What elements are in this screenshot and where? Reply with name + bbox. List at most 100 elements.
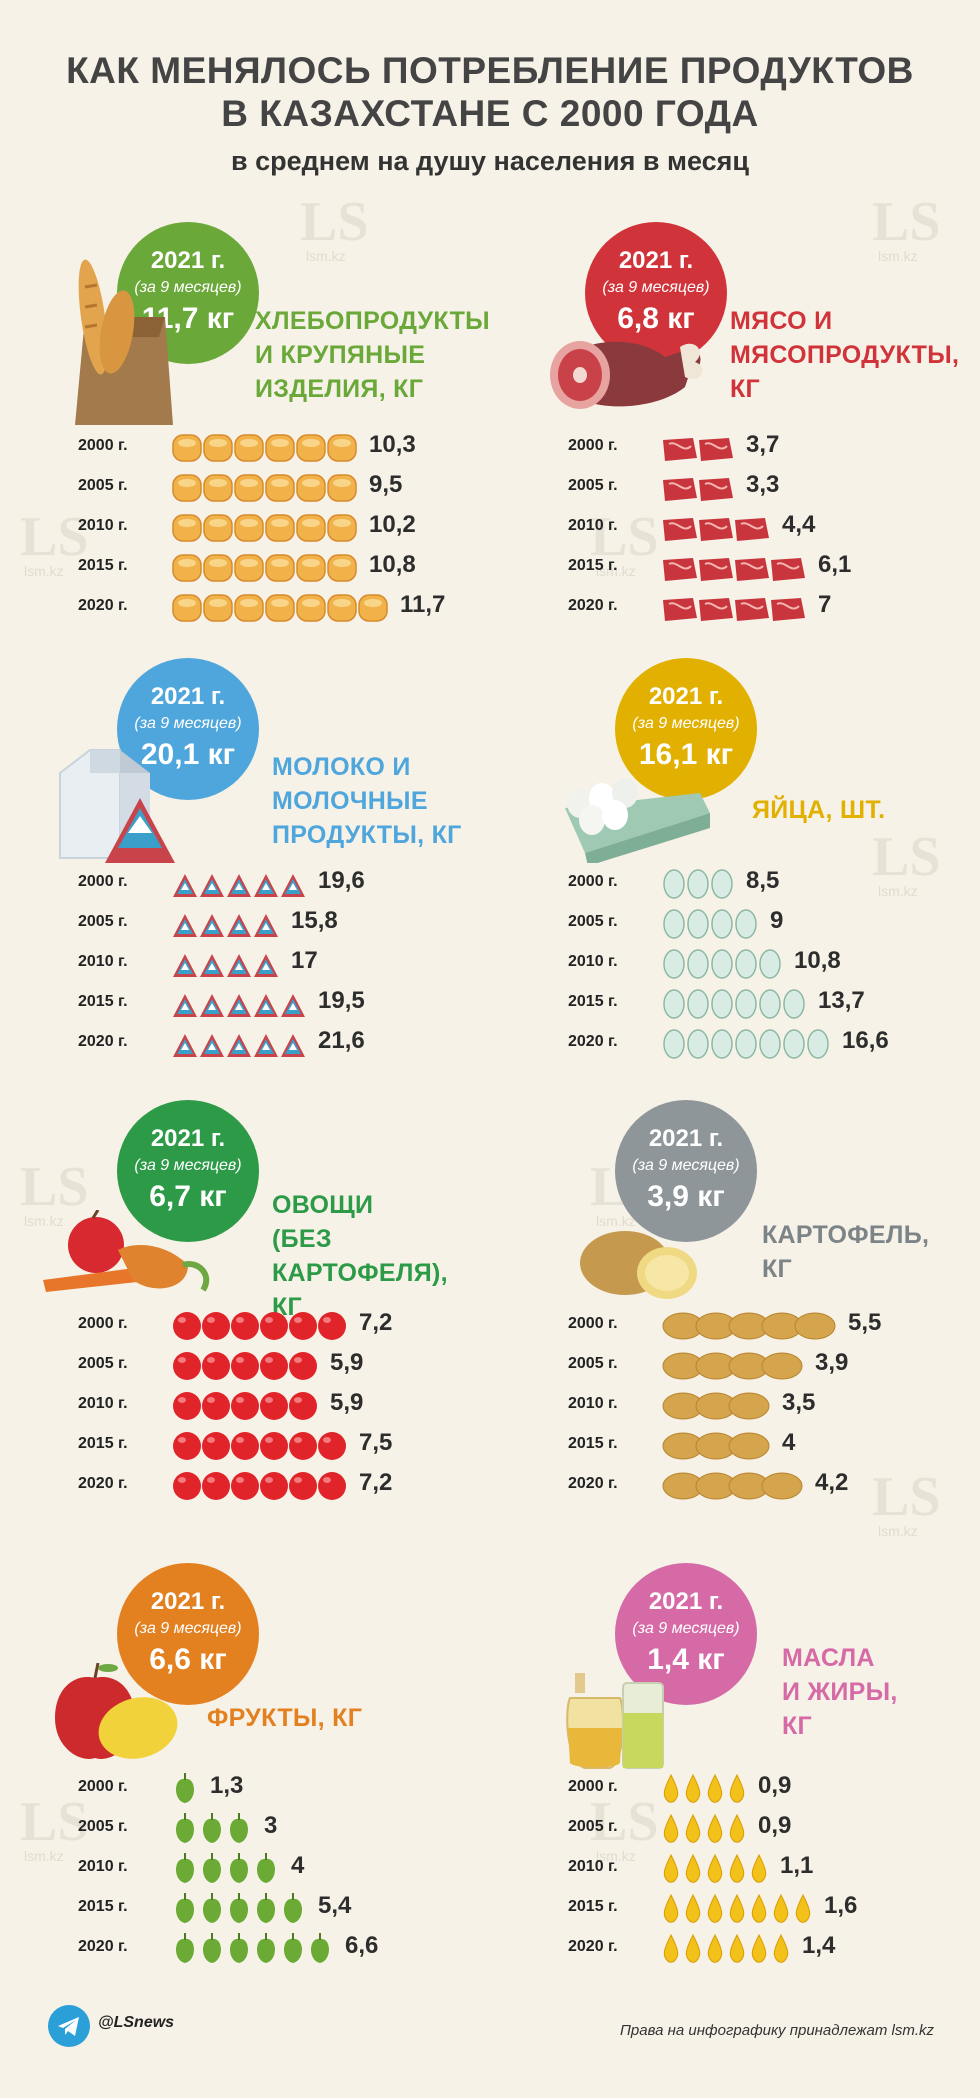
panel-eggs: 2021 г. (за 9 месяцев) 16,1 кг ЯЙЦА, ШТ.… [490, 658, 980, 1108]
oil-drop-icon-row [663, 1853, 767, 1883]
value-label: 7,2 [359, 1309, 393, 1336]
bread-mark [203, 594, 233, 622]
bread-mark [327, 594, 357, 622]
potato-icon-row [662, 1472, 803, 1500]
value-label: 13,7 [818, 987, 865, 1014]
fruits-mark [257, 1933, 275, 1963]
row-2005: 2005 г. 0,9 [490, 1808, 980, 1848]
year-label: 2010 г. [78, 953, 128, 970]
badge-year: 2021 г. [648, 683, 724, 710]
milk-mark [281, 1034, 305, 1057]
panel-bread: 2021 г. (за 9 месяцев) 11,7 кг ХЛЕБОПРОД… [0, 222, 490, 672]
value-label: 4 [782, 1429, 796, 1456]
subtitle: в среднем на душу населения в месяц [231, 146, 749, 176]
value-label: 10,3 [369, 431, 416, 458]
badge-note: (за 9 месяцев) [134, 279, 242, 296]
value-label: 10,2 [369, 511, 416, 538]
year-label: 2000 г. [78, 1778, 128, 1795]
rows: 2000 г. 8,5 2005 г. 9 2010 г. 10,8 2015 г. 13,7… [490, 863, 980, 1083]
vegetables-mark [231, 1352, 259, 1380]
milk-carton-icon-row [173, 914, 278, 937]
row-2015: 2015 г. 6,1 [490, 547, 980, 587]
vegetables-mark [173, 1352, 201, 1380]
year-label: 2005 г. [568, 1818, 618, 1835]
meat-steak-icon-row [663, 558, 805, 581]
oils-mark [751, 1933, 767, 1963]
value-label: 0,9 [758, 1772, 792, 1799]
fruits-mark [230, 1813, 248, 1843]
potato-icon-row [662, 1432, 770, 1460]
bread-mark [203, 554, 233, 582]
year-label: 2020 г. [568, 1033, 618, 1050]
year-label: 2010 г. [568, 953, 618, 970]
badge-year: 2021 г. [150, 247, 226, 274]
vegetables-mark [173, 1432, 201, 1460]
row-2000: 2000 г. 8,5 [490, 863, 980, 903]
telegram-icon[interactable] [48, 2005, 90, 2047]
badge-2021: 2021 г. (за 9 месяцев) 1,4 кг [615, 1563, 757, 1705]
eggs-mark [687, 869, 709, 899]
year-label: 2010 г. [568, 517, 618, 534]
watermark-site: lsm.kz [878, 1523, 918, 1539]
row-2010: 2010 г. 10,2 [0, 507, 490, 547]
year-label: 2000 г. [568, 1315, 618, 1332]
watermark-site: lsm.kz [24, 1213, 64, 1229]
potato-icon-row [662, 1352, 803, 1380]
oils-mark [795, 1893, 811, 1923]
eggs-mark [687, 989, 709, 1019]
bread-mark [265, 474, 295, 502]
green-apple-icon-row [176, 1893, 302, 1923]
bread-mark [203, 474, 233, 502]
row-2010: 2010 г. 4 [0, 1848, 490, 1888]
badge-2021: 2021 г. (за 9 месяцев) 16,1 кг [615, 658, 757, 800]
value-label: 7,2 [359, 1469, 393, 1496]
category-title: МОЛОКО И МОЛОЧНЫЕ ПРОДУКТЫ, КГ [272, 753, 462, 849]
milk-mark [254, 914, 278, 937]
row-2000: 2000 г. 3,7 [490, 427, 980, 467]
badge-note: (за 9 месяцев) [134, 1157, 242, 1174]
value-label: 9 [770, 907, 784, 934]
eggs-mark [687, 1029, 709, 1059]
egg-icon-row [663, 1029, 829, 1059]
value-label: 5,9 [330, 1389, 364, 1416]
meat-mark [699, 598, 733, 621]
tomato-icon-row [173, 1432, 346, 1460]
milk-carton-icon-row [173, 954, 278, 977]
rows: 2000 г. 0,9 2005 г. 0,9 2010 г. 1,1 2015 г. 1,6… [490, 1768, 980, 1988]
vegetables-mark [202, 1312, 230, 1340]
watermark-site: lsm.kz [24, 563, 64, 579]
oils-mark [773, 1893, 789, 1923]
year-label: 2020 г. [568, 1475, 618, 1492]
tomato-icon-row [173, 1472, 346, 1500]
year-label: 2020 г. [78, 597, 128, 614]
potato-mark [761, 1472, 803, 1500]
category-title: ХЛЕБОПРОДУКТЫ И КРУПЯНЫЕ ИЗДЕЛИЯ, КГ [255, 307, 490, 403]
oils-mark [729, 1853, 745, 1883]
year-label: 2015 г. [568, 1898, 618, 1915]
year-label: 2005 г. [568, 913, 618, 930]
meat-mark [771, 598, 805, 621]
value-label: 3 [264, 1812, 278, 1839]
year-label: 2015 г. [568, 557, 618, 574]
bread-mark [265, 434, 295, 462]
badge-2021: 2021 г. (за 9 месяцев) 6,8 кг [585, 222, 727, 364]
vegetables-mark [260, 1312, 288, 1340]
milk-mark [254, 874, 278, 897]
milk-mark [200, 1034, 224, 1057]
telegram-handle[interactable]: @LSnews [98, 2014, 175, 2031]
fruits-mark [203, 1893, 221, 1923]
eggs-mark [663, 949, 685, 979]
bread-mark [296, 434, 326, 462]
bread-mark [296, 594, 326, 622]
fruits-mark [230, 1933, 248, 1963]
eggs-mark [687, 949, 709, 979]
row-2005: 2005 г. 9,5 [0, 467, 490, 507]
rows: 2000 г. 10,3 2005 г. 9,5 2010 г. 10,2 2015 г. 1… [0, 427, 490, 647]
badge-note: (за 9 месяцев) [134, 715, 242, 732]
tomato-icon-row [173, 1352, 317, 1380]
oils-mark [663, 1813, 679, 1843]
green-apple-icon-row [176, 1813, 248, 1843]
bread-mark [203, 434, 233, 462]
year-label: 2015 г. [78, 1898, 128, 1915]
row-2015: 2015 г. 7,5 [0, 1425, 490, 1465]
